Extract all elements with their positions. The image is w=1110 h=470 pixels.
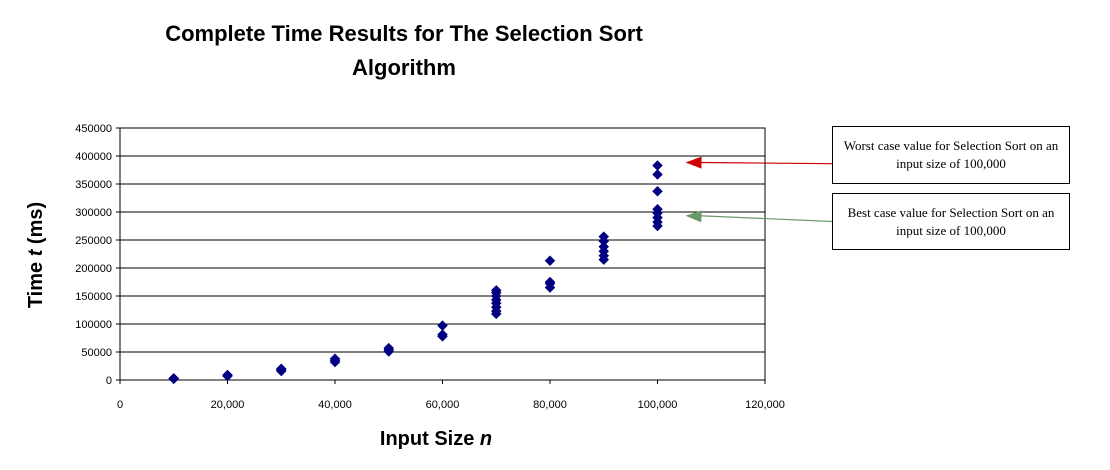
x-tick-label: 120,000 <box>745 399 785 411</box>
annotation-arrowhead <box>685 156 702 169</box>
data-point <box>329 353 341 365</box>
data-point <box>652 169 663 180</box>
chart-title-line2: Algorithm <box>352 55 456 80</box>
data-point <box>437 320 448 332</box>
y-tick-label: 250000 <box>75 235 112 247</box>
worst-case-annotation: Worst case value for Selection Sort on a… <box>832 126 1070 184</box>
plot-area <box>119 127 766 381</box>
annotation-arrow-line <box>699 215 833 223</box>
data-point <box>652 160 663 171</box>
y-tick-label: 100000 <box>75 319 112 331</box>
y-tick-label: 300000 <box>75 207 112 219</box>
x-tick-label: 60,000 <box>426 399 460 411</box>
worst-case-annotation-text: Worst case value for Selection Sort on a… <box>843 138 1059 171</box>
data-point <box>437 329 448 340</box>
data-point <box>490 285 502 296</box>
x-tick-label: 80,000 <box>533 399 567 411</box>
data-point <box>652 185 663 197</box>
y-tick-label: 0 <box>106 375 112 387</box>
y-axis-ticks: 0 50000 100000 150000 200000 250000 300000 3500… <box>75 123 120 387</box>
annotation-arrowhead <box>685 210 702 223</box>
y-tick-label: 450000 <box>75 123 112 135</box>
x-tick-label: 20,000 <box>211 399 245 411</box>
annotation-arrows <box>685 156 833 223</box>
x-tick-label: 0 <box>117 399 123 411</box>
annotation-arrow-line <box>699 161 833 165</box>
chart-title-line1: Complete Time Results for The Selection … <box>165 21 643 46</box>
data-point <box>598 241 610 253</box>
x-tick-label: 100,000 <box>638 399 678 411</box>
y-tick-label: 150000 <box>75 291 112 303</box>
y-tick-label: 400000 <box>75 151 112 163</box>
best-case-annotation: Best case value for Selection Sort on an… <box>832 193 1070 250</box>
data-point <box>383 342 395 354</box>
y-tick-label: 50000 <box>81 347 112 359</box>
y-axis-title: Time t (ms) <box>25 202 47 308</box>
y-tick-label: 350000 <box>75 179 112 191</box>
best-case-annotation-text: Best case value for Selection Sort on an… <box>847 204 1055 238</box>
data-point <box>544 276 556 288</box>
y-tick-label: 200000 <box>75 263 112 275</box>
data-point <box>222 369 233 381</box>
gridlines <box>120 127 765 381</box>
x-tick-label: 40,000 <box>318 399 352 411</box>
data-point <box>168 372 180 384</box>
data-point <box>544 255 556 267</box>
data-points <box>168 160 663 385</box>
x-axis-title: Input Size n <box>380 428 492 450</box>
data-point <box>275 363 287 375</box>
data-point <box>652 203 663 215</box>
data-point <box>598 231 610 242</box>
x-axis-ticks: 0 20,000 40,000 60,000 80,000 100,000 120,000 <box>117 380 785 411</box>
